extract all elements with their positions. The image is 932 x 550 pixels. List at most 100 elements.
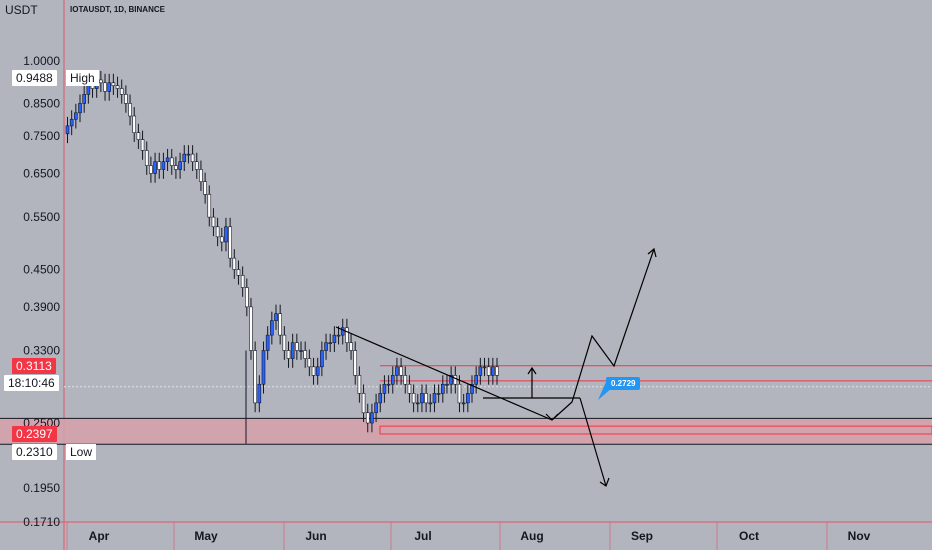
- candle-body: [332, 334, 337, 344]
- candle-body: [470, 383, 474, 394]
- candle-body: [328, 342, 333, 345]
- candle-body: [249, 306, 253, 351]
- candle-body: [115, 85, 120, 89]
- candle-body: [315, 366, 320, 376]
- candle-body: [428, 402, 433, 405]
- price-tick-label: 0.3900: [23, 300, 60, 314]
- candle-body: [307, 358, 312, 368]
- candle-body: [436, 393, 441, 395]
- time-tick-label: Jun: [305, 529, 326, 543]
- support-subzone: [379, 425, 932, 435]
- candle-body: [403, 375, 408, 385]
- candle-body: [215, 226, 220, 238]
- time-tick-label: Sep: [631, 529, 653, 543]
- bearish-path-head: [599, 477, 610, 487]
- candle-body: [119, 88, 124, 95]
- symbol-title: IOTAUSDT, 1D, BINANCE: [70, 5, 165, 14]
- candle-body: [282, 334, 287, 351]
- candle-body: [311, 366, 316, 376]
- candle-body: [411, 393, 416, 404]
- candle-body: [299, 350, 303, 352]
- candle-body: [286, 350, 291, 359]
- bullish-path-head: [647, 247, 657, 258]
- candle-body: [357, 375, 362, 394]
- bearish-path: [579, 397, 607, 487]
- candle-body: [290, 342, 295, 359]
- price-tick-label: 0.7500: [23, 129, 60, 143]
- candle-body: [69, 118, 74, 127]
- candle-body: [228, 226, 232, 259]
- candle-body: [124, 94, 128, 104]
- candle-body: [274, 313, 278, 321]
- candle-body: [420, 393, 424, 404]
- candle-body: [82, 94, 86, 104]
- candle-body: [261, 350, 266, 385]
- time-tick-label: Aug: [520, 529, 543, 543]
- candle-body: [461, 402, 466, 405]
- time-tick-label: Apr: [89, 529, 110, 543]
- candle-body: [370, 412, 374, 424]
- candle-body: [245, 287, 249, 308]
- candle-body: [169, 157, 174, 166]
- price-tick-label: 0.6500: [23, 166, 60, 180]
- candle-body: [153, 161, 157, 174]
- candle-body: [478, 366, 483, 376]
- candle-body: [349, 342, 353, 351]
- candle-body: [278, 313, 282, 336]
- candle-body: [207, 194, 212, 218]
- candle-body: [386, 383, 391, 386]
- candle-body: [178, 161, 182, 170]
- candle-body: [111, 82, 116, 86]
- candle-body: [345, 327, 349, 344]
- candle-body: [165, 157, 170, 163]
- countdown-tag: 18:10:46: [4, 375, 59, 391]
- candle-body: [378, 393, 383, 404]
- candle-body: [482, 366, 487, 369]
- candle-body: [103, 82, 107, 92]
- trendline-head: [545, 413, 559, 421]
- high-label: High: [66, 70, 99, 86]
- candle-body: [90, 85, 95, 89]
- candle-body: [182, 153, 187, 163]
- candle-body: [440, 383, 445, 394]
- candle-body: [74, 112, 78, 120]
- candle-body: [390, 375, 395, 385]
- candle-body: [424, 393, 428, 404]
- current-price-tag: 0.3113: [12, 358, 56, 374]
- candle-body: [86, 85, 91, 95]
- candle-body: [219, 236, 224, 243]
- candle-body: [99, 79, 103, 84]
- price-tick-label: 1.0000: [23, 54, 60, 68]
- candle-body: [407, 383, 412, 394]
- candle-body: [186, 153, 191, 156]
- candle-body: [236, 269, 241, 276]
- price-note-callout[interactable]: 0.2729: [606, 377, 641, 390]
- candle-body: [78, 103, 82, 114]
- candle-body: [382, 383, 387, 394]
- candle-body: [457, 383, 462, 404]
- candle-body: [140, 139, 145, 151]
- candle-body: [149, 165, 153, 174]
- candle-body: [365, 412, 370, 424]
- candle-body: [415, 402, 420, 405]
- target-up-small-head: [527, 366, 537, 375]
- candle-body: [336, 334, 341, 337]
- candle-body: [194, 161, 199, 170]
- low-label: Low: [66, 444, 97, 460]
- candle-body: [174, 165, 178, 170]
- currency-label: USDT: [5, 3, 38, 17]
- candle-body: [270, 320, 274, 336]
- zone-price-tag: 0.2397: [12, 426, 57, 442]
- candle-body: [340, 327, 345, 336]
- price-tick-label: 0.8500: [23, 96, 60, 110]
- time-tick-label: May: [194, 529, 218, 543]
- candle-body: [136, 132, 141, 140]
- price-tick-label: 0.1710: [23, 515, 60, 529]
- candle-body: [232, 257, 237, 270]
- price-tick-label: 0.5500: [23, 210, 60, 224]
- price-tick-label: 0.3300: [23, 344, 60, 358]
- candle-body: [320, 350, 324, 368]
- candle-body: [295, 342, 299, 351]
